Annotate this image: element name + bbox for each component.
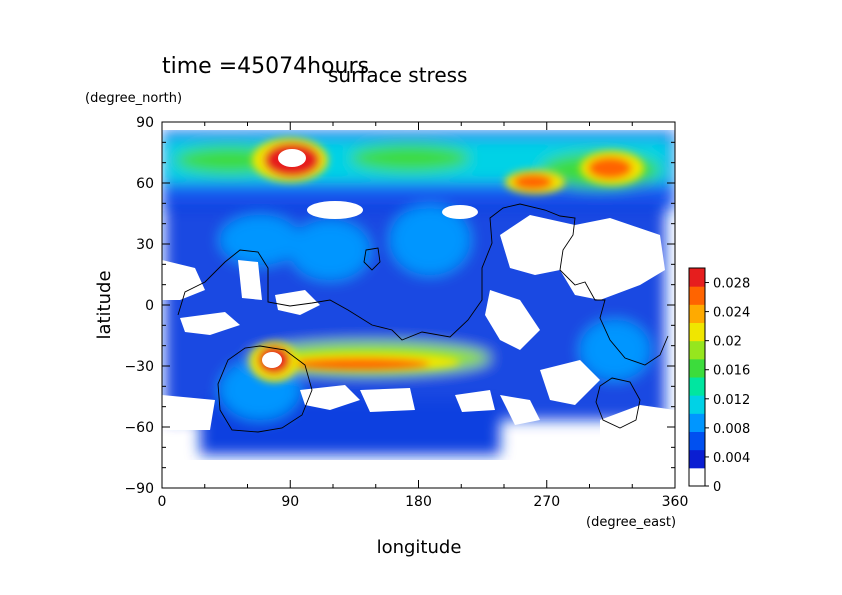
colorbar-swatch: [689, 395, 705, 414]
heatmap-field: [162, 122, 675, 488]
field-tropics-cyan-4: [580, 320, 650, 380]
x-axis: 0 90 180 270 360: [158, 122, 689, 510]
colorbar-swatch: [689, 413, 705, 432]
colorbar-tick-label: 0: [713, 480, 721, 495]
colorbar-tick-label: 0.008: [713, 422, 750, 437]
colorbar-swatch: [689, 449, 705, 469]
colorbar-tick-label: 0.012: [713, 393, 750, 408]
y-units-label: (degree_north): [85, 91, 182, 106]
hole-east-4: [500, 395, 540, 425]
field-north-green-2: [350, 144, 470, 172]
chart-title: surface stress: [328, 63, 467, 87]
hole-east-3: [540, 360, 600, 405]
coast-south-west: [217, 345, 313, 433]
colorbar-swatch: [689, 358, 705, 378]
y-tick-label: −90: [124, 481, 154, 497]
colorbar-tick-label: 0.016: [713, 364, 750, 379]
hole-south-2: [360, 388, 415, 412]
hole-south-3: [455, 390, 495, 412]
y-tick-label: −30: [124, 359, 154, 375]
y-axis: 90 60 30 0 −30 −60 −90: [124, 115, 675, 497]
colorbar-tick-label: 0.02: [713, 335, 742, 350]
x-tick-label: 180: [405, 494, 432, 510]
x-tick-label: 0: [158, 494, 167, 510]
hole-south-west: [162, 395, 215, 430]
colorbar-swatch: [689, 304, 705, 323]
colorbar-swatch: [689, 467, 705, 487]
x-tick-label: 90: [281, 494, 299, 510]
hole-west-3: [238, 260, 262, 300]
colorbar-swatch: [689, 268, 705, 287]
colorbar-tick-label: 0.028: [713, 277, 750, 292]
field-tropics-cyan-2: [390, 205, 470, 275]
x-axis-label: longitude: [377, 537, 462, 558]
y-tick-label: 60: [136, 176, 154, 192]
x-units-label: (degree_east): [586, 515, 676, 530]
coast-island: [363, 247, 381, 271]
hole-n60-b: [442, 205, 478, 219]
y-tick-label: 30: [136, 237, 154, 253]
hole-n60-a: [307, 201, 363, 219]
colorbar-swatch: [689, 322, 705, 342]
field-jet-orange: [290, 358, 430, 370]
hole-west-1: [162, 260, 205, 300]
colorbar-swatch: [689, 340, 705, 360]
colorbar-swatch: [689, 286, 705, 305]
colorbar-tick-label: 0.004: [713, 451, 750, 466]
x-tick-label: 360: [662, 494, 689, 510]
hole-east-2: [485, 290, 540, 350]
field-tropics-cyan-1: [290, 220, 370, 280]
hole-central: [275, 290, 320, 315]
colorbar-swatch: [689, 377, 705, 396]
colorbar: 0 0.004 0.008 0.012 0.016 0.02 0.024 0.028: [688, 267, 750, 495]
y-tick-label: −60: [124, 420, 154, 436]
hole-west-2: [180, 312, 240, 335]
coast-south-east: [595, 377, 641, 429]
hole-south-max: [262, 352, 282, 368]
hole-east-1: [500, 215, 665, 300]
colorbar-frame: [688, 267, 706, 487]
y-tick-label: 90: [136, 115, 154, 131]
colorbar-tick-label: 0.024: [713, 306, 750, 321]
y-tick-label: 0: [145, 298, 154, 314]
field-nmax-c-orange: [588, 157, 632, 179]
x-tick-label: 270: [533, 494, 560, 510]
field-nmax-b-orange: [513, 174, 553, 190]
hole-south-1: [300, 385, 360, 410]
field-tropics-cyan-3: [220, 215, 300, 265]
hole-north-max: [278, 149, 306, 167]
coast-main: [177, 203, 669, 366]
time-label: time =45074hours: [162, 54, 369, 79]
y-axis-label: latitude: [94, 270, 115, 339]
coastlines: [177, 203, 669, 433]
colorbar-swatch: [689, 431, 705, 451]
